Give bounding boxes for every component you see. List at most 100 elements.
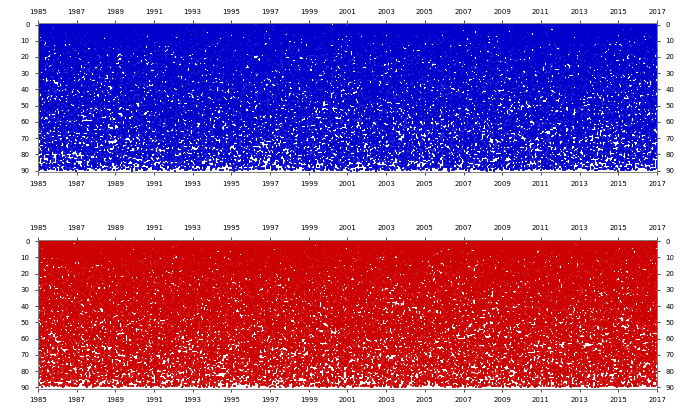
Point — [78, 280, 89, 287]
Point — [180, 253, 191, 259]
Point — [510, 378, 521, 385]
Point — [469, 59, 480, 66]
Point — [64, 55, 75, 62]
Point — [411, 253, 422, 259]
Point — [550, 277, 561, 284]
Point — [546, 45, 557, 52]
Point — [499, 255, 510, 262]
Point — [165, 21, 176, 28]
Point — [270, 255, 281, 262]
Point — [151, 24, 162, 31]
Point — [91, 280, 102, 286]
Point — [97, 269, 108, 275]
Point — [566, 326, 577, 332]
Point — [515, 94, 526, 101]
Point — [608, 123, 619, 130]
Point — [531, 85, 542, 92]
Point — [57, 137, 68, 144]
Point — [321, 47, 332, 54]
Point — [285, 239, 296, 245]
Point — [184, 245, 195, 251]
Point — [435, 58, 446, 64]
Point — [391, 329, 402, 335]
Point — [440, 146, 451, 153]
Point — [629, 260, 640, 267]
Point — [407, 166, 418, 172]
Point — [250, 26, 261, 32]
Point — [189, 243, 200, 249]
Point — [647, 334, 658, 341]
Point — [161, 258, 172, 265]
Point — [528, 297, 539, 303]
Point — [431, 258, 442, 265]
Point — [362, 38, 373, 45]
Point — [466, 277, 477, 284]
Point — [519, 71, 530, 77]
Point — [97, 127, 108, 134]
Point — [109, 26, 120, 33]
Point — [303, 33, 314, 40]
Point — [475, 275, 486, 281]
Point — [277, 152, 288, 158]
Point — [196, 100, 207, 106]
Point — [78, 22, 89, 29]
Point — [68, 56, 79, 62]
Point — [274, 30, 285, 37]
Point — [197, 285, 208, 292]
Point — [49, 372, 60, 379]
Point — [544, 147, 555, 154]
Point — [389, 356, 400, 362]
Point — [252, 80, 264, 87]
Point — [261, 240, 272, 247]
Point — [444, 95, 455, 102]
Point — [136, 109, 147, 116]
Point — [216, 300, 227, 307]
Point — [568, 54, 579, 61]
Point — [490, 159, 501, 166]
Point — [213, 124, 224, 130]
Point — [550, 295, 561, 302]
Point — [325, 255, 336, 262]
Point — [286, 320, 297, 327]
Point — [429, 118, 440, 125]
Point — [591, 262, 602, 269]
Point — [260, 132, 271, 139]
Point — [356, 47, 367, 53]
Point — [585, 241, 596, 248]
Point — [334, 286, 345, 292]
Point — [149, 268, 160, 275]
Point — [166, 73, 178, 79]
Point — [323, 288, 334, 295]
Point — [593, 160, 604, 167]
Point — [557, 116, 568, 123]
Point — [166, 22, 177, 28]
Point — [440, 67, 451, 74]
Point — [616, 35, 627, 42]
Point — [165, 109, 176, 115]
Point — [32, 36, 43, 43]
Point — [97, 32, 108, 38]
Point — [374, 31, 385, 38]
Point — [343, 378, 354, 385]
Point — [233, 247, 244, 254]
Point — [353, 24, 364, 31]
Point — [417, 282, 428, 289]
Point — [607, 362, 618, 369]
Point — [603, 73, 614, 80]
Point — [211, 242, 222, 248]
Point — [619, 32, 630, 39]
Point — [427, 251, 438, 258]
Point — [100, 153, 111, 159]
Point — [647, 37, 658, 44]
Point — [246, 91, 257, 97]
Point — [160, 59, 171, 66]
Point — [333, 368, 344, 375]
Point — [427, 369, 438, 376]
Point — [54, 74, 65, 81]
Point — [175, 67, 186, 74]
Point — [127, 129, 138, 136]
Point — [200, 287, 211, 293]
Point — [480, 109, 491, 115]
Point — [508, 344, 519, 350]
Point — [136, 32, 147, 38]
